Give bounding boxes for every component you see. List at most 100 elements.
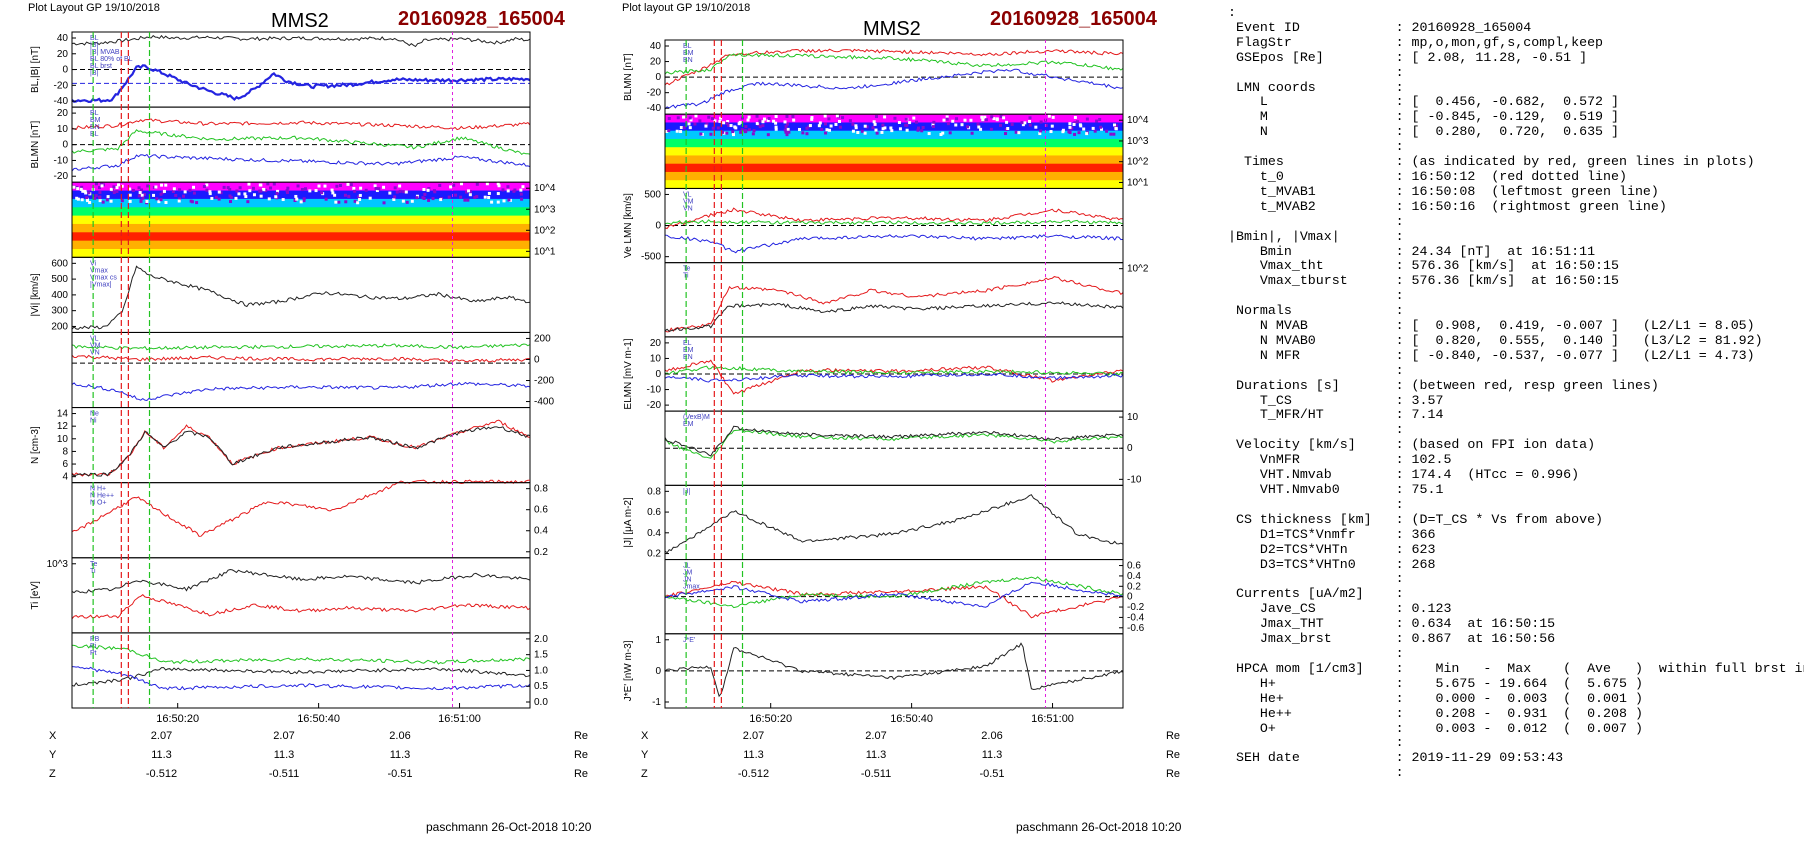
spectrogram-speckle	[772, 119, 776, 123]
spectrogram-speckle	[323, 184, 327, 188]
info-line: |Bmin|, |Vmax| :	[1228, 228, 1404, 244]
legend-entry: EL	[683, 340, 692, 347]
spectrogram-speckle	[468, 190, 472, 194]
spectrogram-speckle	[347, 194, 351, 198]
spectrogram-speckle	[710, 117, 714, 121]
series-line	[664, 68, 1124, 110]
spectrogram-speckle	[688, 116, 692, 120]
spectrogram-speckle	[758, 125, 762, 129]
spectrogram-speckle	[98, 186, 102, 190]
series-line	[71, 381, 531, 402]
spectrogram-speckle	[880, 130, 884, 134]
spectrogram-speckle	[468, 193, 472, 197]
spectrogram-speckle	[766, 118, 770, 122]
spectrogram-speckle	[1061, 130, 1065, 134]
spectrogram-speckle	[115, 189, 119, 193]
spectrogram-speckle	[101, 200, 105, 204]
spectrogram-speckle	[687, 122, 691, 126]
spectrogram-speckle	[1073, 132, 1077, 136]
info-line: Vmax_tburst : 576.36 [km/s] at 16:50:15	[1228, 273, 1619, 289]
spectrogram-speckle	[727, 123, 731, 127]
spectrogram-speckle	[426, 188, 430, 192]
spectrogram-speckle	[302, 197, 306, 201]
info-line: Vmax_tht : 576.36 [km/s] at 16:50:15	[1228, 258, 1619, 274]
spectrogram-speckle	[475, 182, 479, 186]
coord-row-z: Z -0.512 -0.511 -0.51 Re	[641, 764, 1180, 783]
y-tick-label: -200	[534, 376, 554, 387]
series-line	[71, 34, 531, 48]
spectrogram-speckle	[154, 185, 158, 189]
y-axis-label: J*E' [nW m-3]	[623, 640, 634, 701]
info-line: Bmin : 24.34 [nT] at 16:51:11	[1228, 243, 1596, 259]
spectrogram-speckle	[1114, 124, 1118, 128]
spectrogram-band	[72, 248, 530, 258]
info-line: :	[1228, 5, 1236, 20]
y-axis-label: Ve LMN [km/s]	[623, 193, 634, 258]
spectrogram-speckle	[335, 184, 339, 188]
spectrogram-speckle	[222, 185, 226, 189]
spectrogram-speckle	[786, 127, 790, 131]
spectrogram-speckle	[324, 197, 328, 201]
y-tick-label: -0.2	[1127, 602, 1145, 613]
spectrogram-speckle	[954, 123, 958, 127]
spectrogram-speckle	[356, 201, 360, 205]
spectrogram-speckle	[783, 128, 787, 132]
spectrogram-speckle	[1044, 123, 1048, 127]
spectrogram-speckle	[229, 200, 233, 204]
spectrogram-band	[665, 138, 1123, 148]
spectrogram-band	[665, 180, 1123, 190]
spectrogram-speckle	[496, 182, 500, 186]
spectrogram-speckle	[93, 196, 97, 200]
series-line	[664, 642, 1124, 698]
panel-frame	[71, 482, 531, 559]
y-tick-label: 10^2	[534, 225, 556, 236]
spectrogram-speckle	[374, 186, 378, 190]
y-tick-label: -20	[647, 88, 662, 99]
spectrogram-speckle	[303, 187, 307, 191]
spectrogram-band	[72, 240, 530, 250]
coord-unit: Re	[573, 767, 588, 780]
spectrogram-speckle	[871, 126, 875, 130]
spectrogram-speckle	[1006, 126, 1010, 130]
coord-row-z: Z -0.512 -0.511 -0.51 Re	[49, 764, 588, 783]
info-line: T_MFR/HT : 7.14	[1228, 407, 1444, 423]
spectrogram-speckle	[945, 115, 949, 119]
spectrogram-speckle	[252, 193, 256, 197]
spectrogram-speckle	[1047, 114, 1051, 118]
spectrogram-speckle	[904, 123, 908, 127]
spectrogram-speckle	[889, 126, 893, 130]
coord-unit: Re	[573, 729, 588, 742]
spectrogram-speckle	[955, 117, 959, 121]
coord-value: -0.511	[860, 767, 892, 780]
spectrogram-speckle	[320, 191, 324, 195]
spectrogram-speckle	[667, 129, 671, 133]
spectrogram-speckle	[977, 125, 981, 129]
spectrogram-speckle	[883, 115, 887, 119]
info-line: Times : (as indicated by red, green line…	[1228, 154, 1755, 170]
spectrogram-speckle	[731, 130, 735, 134]
y-tick-label: 0	[655, 221, 661, 232]
spectrogram-speckle	[951, 119, 955, 123]
info-line: Jmax_THT : 0.634 at 16:50:15	[1228, 616, 1556, 632]
series-line	[71, 343, 531, 351]
spectrogram-speckle	[295, 197, 299, 201]
spectrogram-band	[72, 232, 530, 242]
spectrogram-speckle	[388, 191, 392, 195]
spectrogram-speckle	[138, 191, 142, 195]
spectrogram-band	[665, 130, 1123, 140]
coord-row-x: X 2.07 2.07 2.06 Re	[641, 726, 1180, 745]
legend-entry: N H+	[90, 486, 106, 493]
spectrogram-speckle	[767, 116, 771, 120]
spectrogram-speckle	[81, 189, 85, 193]
y-tick-label: 10	[1127, 412, 1139, 423]
info-line: GSEpos [Re] : [ 2.08, 11.28, -0.51 ]	[1228, 49, 1588, 65]
y-tick-label: -0.4	[1127, 612, 1145, 623]
x-tick-label: 16:50:20	[156, 713, 199, 725]
spectrogram-speckle	[698, 119, 702, 123]
spectrogram-speckle	[851, 129, 855, 133]
spectrogram-speckle	[449, 185, 453, 189]
spectrogram-speckle	[401, 199, 405, 203]
spectrogram-speckle	[1028, 119, 1032, 123]
